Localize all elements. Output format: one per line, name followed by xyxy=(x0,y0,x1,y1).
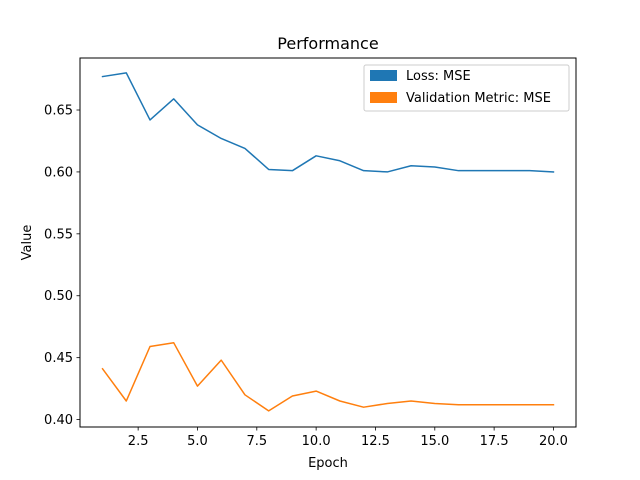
y-axis-label: Value xyxy=(20,225,35,261)
series-line-1 xyxy=(101,342,555,412)
plot-area-frame xyxy=(79,57,577,428)
chart-title: Performance xyxy=(277,34,378,53)
y-tick-label: 0.45 xyxy=(44,351,73,366)
legend: Loss: MSE Validation Metric: MSE xyxy=(363,64,570,112)
legend-label-loss: Loss: MSE xyxy=(406,69,471,84)
legend-label-validation: Validation Metric: MSE xyxy=(406,91,551,106)
x-tick-label: 15.0 xyxy=(420,434,449,449)
x-tick-label: 5.0 xyxy=(187,434,208,449)
y-axis-ticks: 0.40 0.45 0.50 0.55 0.60 0.65 xyxy=(44,104,80,428)
legend-swatch-validation xyxy=(370,92,397,103)
legend-swatch-loss xyxy=(370,70,397,81)
x-tick-label: 7.5 xyxy=(246,434,267,449)
y-tick-label: 0.65 xyxy=(44,104,73,119)
legend-box xyxy=(363,64,570,112)
y-tick-label: 0.50 xyxy=(44,289,73,304)
x-axis-ticks: 2.5 5.0 7.5 10.0 12.5 15.0 17.5 20.0 xyxy=(128,427,568,449)
x-tick-label: 2.5 xyxy=(128,434,149,449)
x-axis-label: Epoch xyxy=(308,456,348,471)
x-tick-label: 12.5 xyxy=(361,434,390,449)
y-tick-label: 0.60 xyxy=(44,165,73,180)
series-lines xyxy=(101,72,555,412)
series-line-0 xyxy=(101,72,555,173)
x-tick-label: 17.5 xyxy=(480,434,509,449)
y-tick-label: 0.40 xyxy=(44,413,73,428)
y-tick-label: 0.55 xyxy=(44,227,73,242)
x-tick-label: 20.0 xyxy=(539,434,568,449)
x-tick-label: 10.0 xyxy=(302,434,331,449)
